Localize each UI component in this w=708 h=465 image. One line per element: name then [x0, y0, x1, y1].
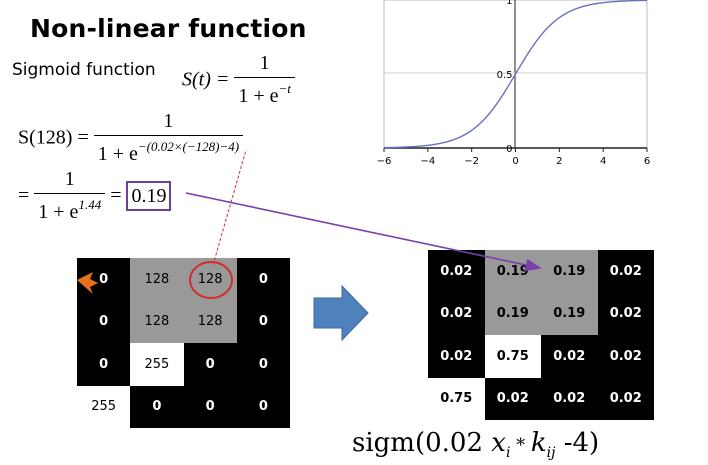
input_grid-cell: 255	[130, 343, 184, 386]
formula-suffix: -4)	[555, 428, 600, 458]
output_grid-cell: 0.02	[597, 377, 654, 420]
y-tick-label: 0	[506, 144, 512, 155]
calc-numerator: 1	[163, 110, 174, 132]
input_grid-cell: 128	[130, 258, 184, 301]
slide-title: Non-linear function	[30, 14, 307, 43]
calc-exponent: −(0.02×(−128)−4)	[137, 139, 240, 154]
calc2-exponent: 1.44	[78, 197, 102, 212]
x-tick-label: 4	[600, 156, 606, 167]
output_grid-cell: 0.19	[541, 250, 598, 293]
formula-x: x	[491, 428, 506, 458]
sigmoid-lhs: S(t) =	[182, 68, 230, 91]
output_grid-cell: 0.02	[541, 335, 598, 378]
formula-prefix: sigm(0.02	[352, 428, 492, 458]
x-tick-label: −4	[420, 156, 435, 167]
input_grid-cell: 0	[236, 258, 290, 301]
calc2-fraction: 1 1 + e1.44	[34, 168, 106, 224]
output_grid-cell: 0.19	[484, 292, 541, 335]
transform-arrow-icon	[313, 284, 369, 342]
calc-den-base: 1 + e	[97, 143, 138, 165]
y-tick-group: 00.51	[497, 0, 513, 155]
output_grid-cell: 0.02	[428, 292, 485, 335]
output_grid-cell: 0.19	[484, 250, 541, 293]
sigmoid-formula: S(t) = 1 1 + e−t	[182, 52, 295, 108]
x-tick-label: −2	[464, 156, 479, 167]
y-tick-label: 0.5	[497, 70, 513, 81]
output_grid-cell: 0.02	[597, 335, 654, 378]
input_grid-cell: 0	[77, 343, 131, 386]
calc-lhs: S(128) =	[18, 126, 89, 149]
result-arrow	[185, 192, 542, 272]
x-tick-group: −6 −4 −2 0 2 4 6	[377, 148, 650, 167]
output-image-grid: 0.02 0.19 0.19 0.02 0.02 0.19 0.19 0.02 0.02 0.75…	[428, 250, 654, 420]
calc-denominator: 1 + e−(0.02×(−128)−4)	[93, 135, 244, 166]
input_grid-cell: 0	[236, 343, 290, 386]
formula-k: k	[530, 428, 547, 458]
calc2-denominator: 1 + e1.44	[34, 193, 106, 224]
calc2-den-base: 1 + e	[38, 201, 79, 223]
calc2-eq: =	[110, 184, 122, 207]
calc-formula: S(128) = 1 1 + e−(0.02×(−128)−4)	[18, 110, 244, 166]
output-formula: sigm(0.02 xi * kij -4)	[352, 428, 599, 461]
x-tick-label: 2	[556, 156, 562, 167]
input_grid-cell: 128	[183, 258, 237, 301]
sigmoid-den-base: 1 + e	[238, 85, 279, 107]
output_grid-cell: 0.02	[428, 250, 485, 293]
cursor-pointer-icon	[77, 272, 98, 294]
input_grid-cell: 0	[236, 300, 290, 343]
input_grid-cell: 128	[183, 300, 237, 343]
sigmoid-label: Sigmoid function	[12, 60, 156, 80]
output_grid-cell: 0.19	[541, 292, 598, 335]
sigmoid-exponent: −t	[278, 81, 291, 96]
calc2-formula: = 1 1 + e1.44 = 0.19	[18, 168, 172, 224]
formula-x-sub: i	[505, 445, 511, 462]
output_grid-cell: 0.02	[541, 377, 598, 420]
y-tick-label: 1	[506, 0, 512, 7]
input_grid-cell: 0	[77, 258, 131, 301]
input_grid-cell: 0	[183, 385, 237, 428]
sigmoid-numerator: 1	[259, 52, 270, 74]
sigmoid-curve	[383, 0, 648, 149]
x-tick-label: 0	[512, 156, 518, 167]
output_grid-cell: 0.02	[428, 335, 485, 378]
sigmoid-plot: −6 −4 −2 0 2 4 6 00.51	[377, 0, 650, 167]
input-image-grid: 0 128 128 0 0 128 128 0 0 255 0 0 255 0 0 0	[77, 258, 290, 428]
output_grid-cell: 0.75	[484, 335, 541, 378]
output_grid-cell: 0.02	[484, 377, 541, 420]
input_grid-cell: 128	[130, 300, 184, 343]
calc-fraction: 1 1 + e−(0.02×(−128)−4)	[93, 110, 244, 166]
calc2-numerator: 1	[64, 168, 75, 190]
result-box: 0.19	[126, 181, 172, 211]
x-tick-label: 6	[644, 156, 650, 167]
output_grid-cell: 0.02	[597, 250, 654, 293]
highlight-circle	[189, 261, 233, 299]
calc2-lhs: =	[18, 184, 30, 207]
output_grid-cell: 0.02	[597, 292, 654, 335]
output_grid-cell: 0.75	[428, 377, 485, 420]
input_grid-cell: 255	[77, 385, 131, 428]
input_grid-cell: 0	[236, 385, 290, 428]
formula-op: *	[510, 435, 531, 456]
input_grid-cell: 0	[183, 343, 237, 386]
input_grid-cell: 0	[130, 385, 184, 428]
formula-k-sub: ij	[546, 445, 556, 462]
input_grid-cell: 0	[77, 300, 131, 343]
sigmoid-denominator: 1 + e−t	[234, 77, 295, 108]
x-tick-label: −6	[377, 156, 392, 167]
red-dashed-connector	[212, 149, 247, 266]
sigmoid-fraction: 1 1 + e−t	[234, 52, 295, 108]
